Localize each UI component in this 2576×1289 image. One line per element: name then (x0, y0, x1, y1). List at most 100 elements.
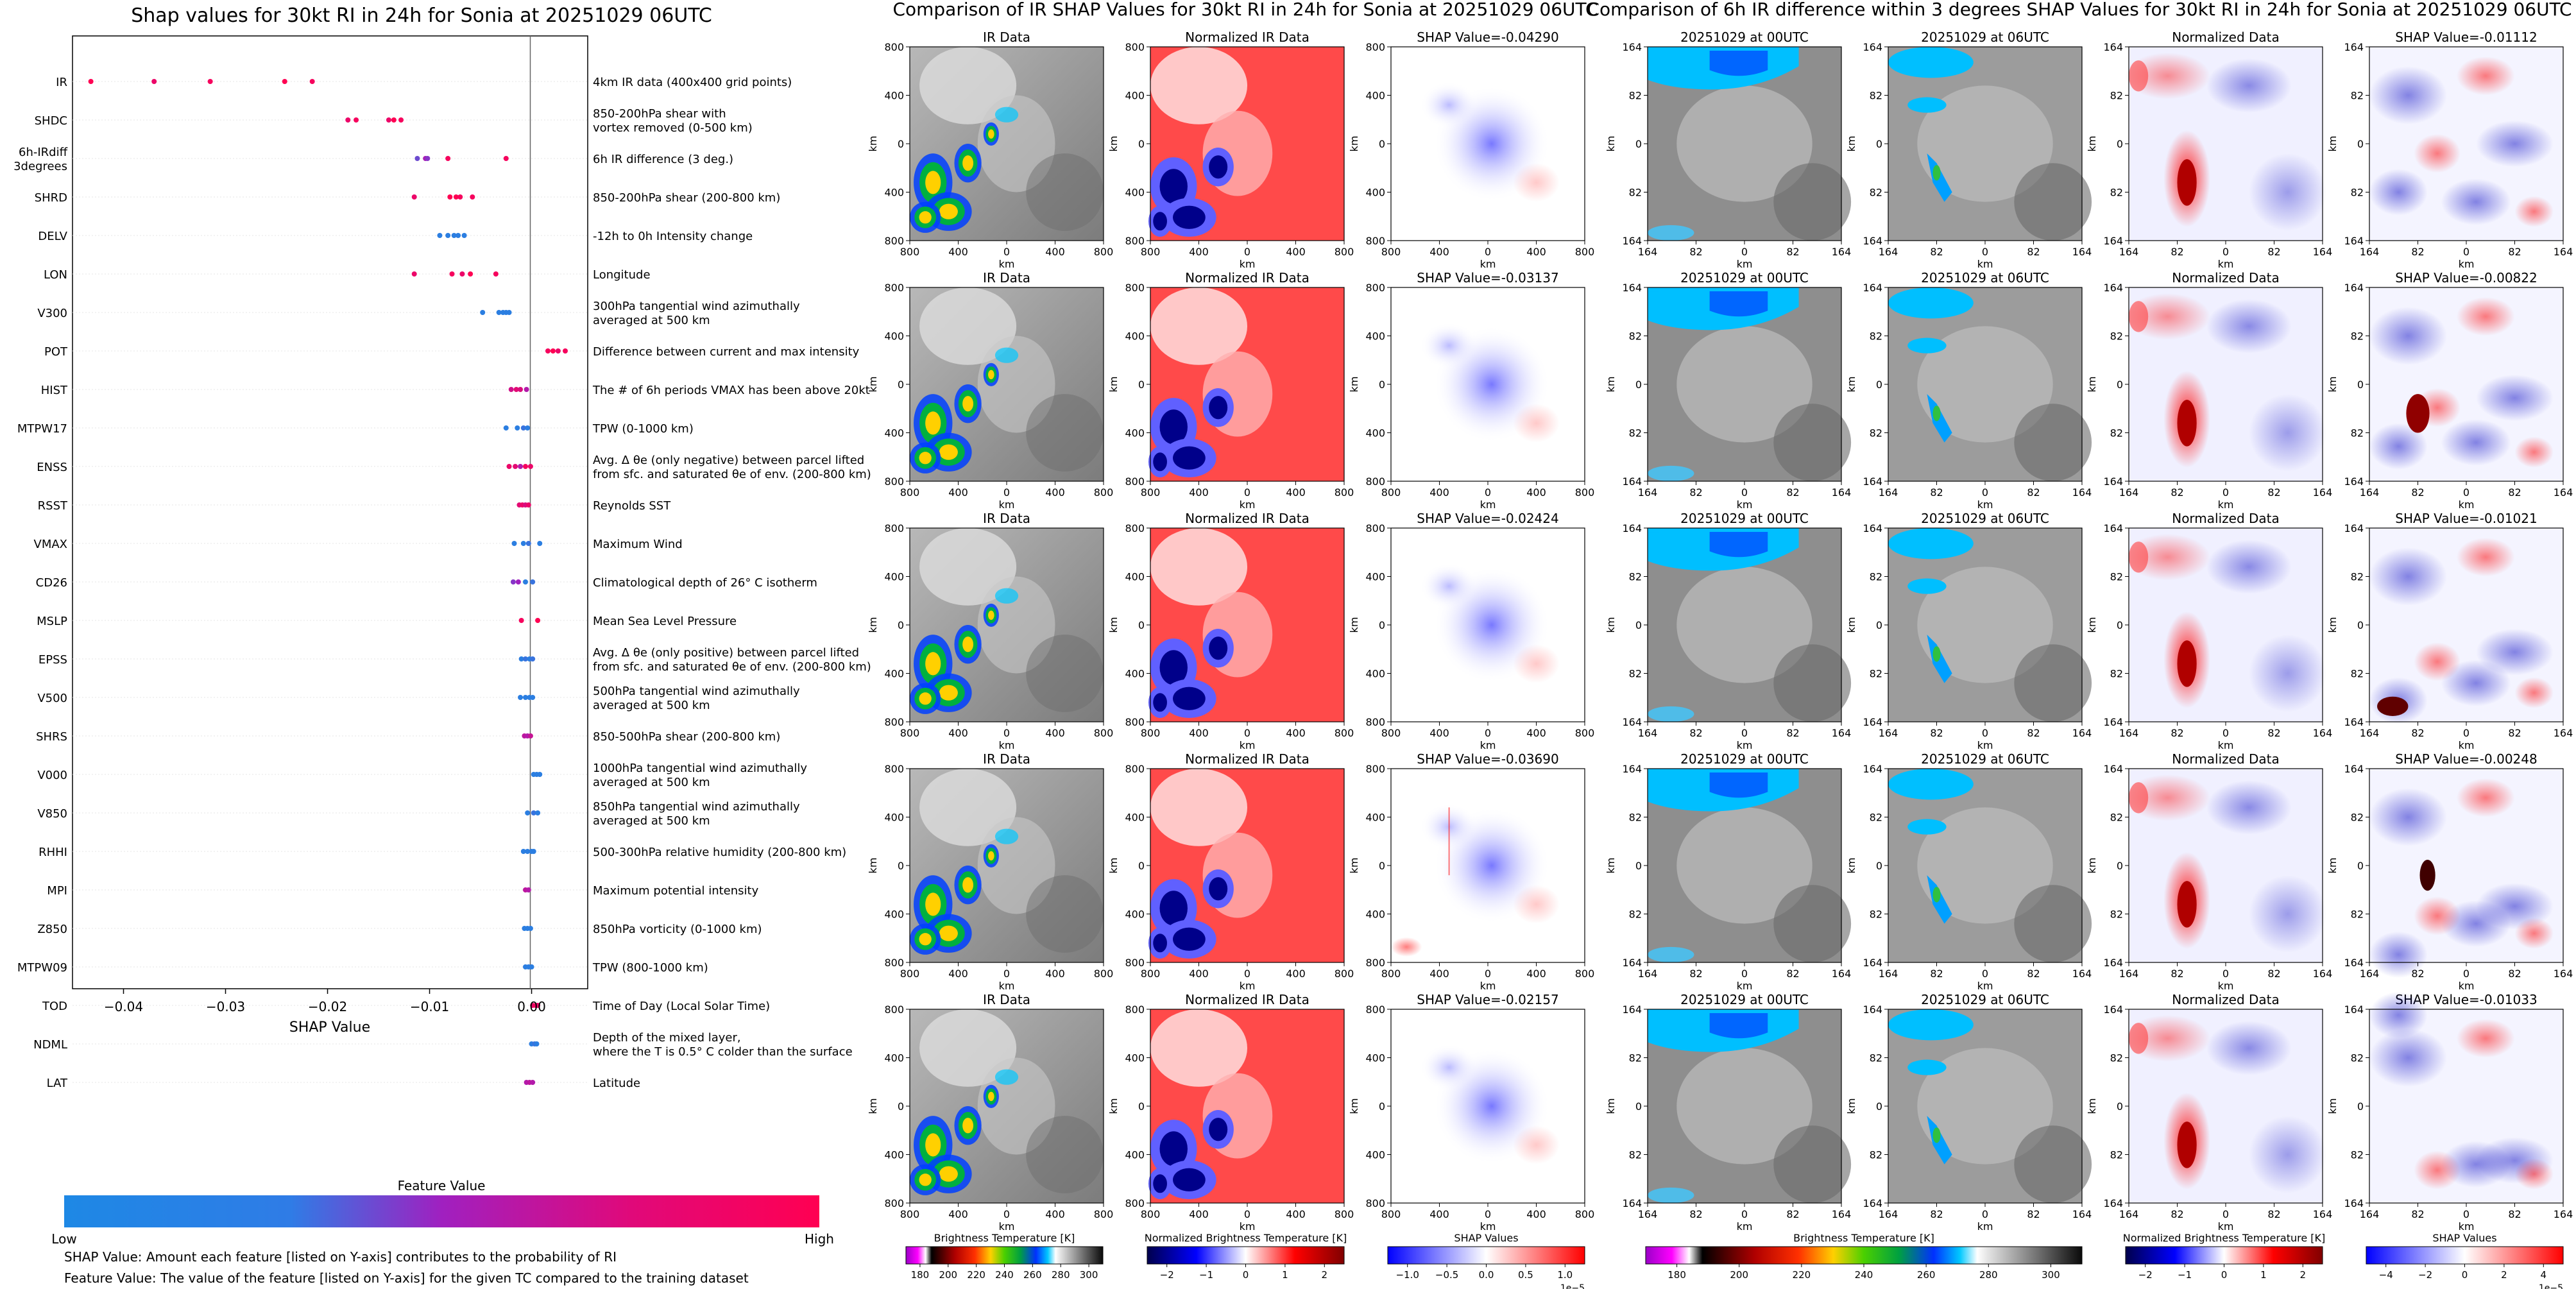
x-axis-label: km (1737, 739, 1753, 751)
shap-point (531, 849, 536, 854)
y-axis-label: km (1107, 617, 1120, 633)
norm-dark-blue (1209, 396, 1228, 420)
colorbar-tick-label: 0 (1243, 1269, 1249, 1281)
norm-warm-core (2177, 1122, 2197, 1168)
normalized-ir-title: Normalized IR Data (1185, 30, 1309, 45)
norm-warm-core (2177, 640, 2197, 687)
colorbar-label: Brightness Temperature [K] (934, 1232, 1075, 1244)
shap-negative-blob (1420, 81, 1478, 128)
feature-description-label: Maximum Wind (593, 538, 683, 551)
diff-normalized-title: Normalized Data (2172, 30, 2280, 45)
x-axis-label: km (999, 980, 1015, 992)
y-tick-label: 0 (1876, 860, 1882, 872)
x-axis-label: km (1977, 1220, 1993, 1233)
x-tick-label: 164 (2119, 1208, 2139, 1220)
x-axis-label: SHAP Value (289, 1020, 370, 1036)
x-tick-label: 400 (1526, 727, 1546, 739)
x-axis-label: km (1480, 499, 1496, 511)
y-tick-label: 164 (1622, 1197, 1642, 1209)
y-tick-label: 400 (1365, 571, 1385, 583)
colorbar-tick-label: 2 (2501, 1269, 2507, 1281)
x-tick-label: 82 (2508, 246, 2521, 258)
x-tick-label: 0 (1244, 1208, 1250, 1220)
colorbar-tick-label: 180 (1668, 1269, 1686, 1281)
y-tick-label: 164 (1863, 1003, 1882, 1016)
x-tick-label: 82 (1930, 246, 1943, 258)
y-tick-label: 164 (1622, 522, 1642, 534)
shap-point (535, 1003, 541, 1008)
diff-t0-title: 20251029 at 00UTC (1680, 30, 1809, 45)
y-tick-label: 0 (1379, 1100, 1385, 1113)
x-tick-label: −0.01 (410, 999, 449, 1014)
y-tick-label: 800 (1125, 1003, 1145, 1016)
y-tick-label: 82 (2351, 90, 2364, 102)
feature-description-label: Reynolds SST (593, 499, 671, 513)
y-tick-label: 0 (1138, 379, 1145, 391)
y-tick-label: 800 (1125, 522, 1145, 534)
norm-dark-blue (1153, 212, 1167, 231)
y-tick-label: 400 (1365, 330, 1385, 343)
shap-point (391, 117, 397, 123)
shap-point (525, 887, 531, 892)
x-tick-label: 164 (1638, 968, 1658, 980)
diff-normalized-title: Normalized Data (2172, 511, 2280, 526)
convection-cyan (994, 1069, 1019, 1085)
y-tick-label: 82 (2110, 668, 2123, 680)
x-axis-label: km (1737, 980, 1753, 992)
cold-cloud-edge (1648, 1013, 1660, 1033)
y-tick-label: 800 (884, 522, 904, 534)
y-axis-label: km (1845, 377, 1857, 393)
shap-point (508, 387, 514, 392)
x-tick-label: 400 (1526, 486, 1546, 499)
shap-point (345, 117, 351, 123)
x-tick-label: −0.03 (206, 999, 245, 1014)
y-tick-label: 800 (1365, 716, 1385, 728)
y-tick-label: 0 (1138, 138, 1145, 150)
shap-point (520, 425, 526, 431)
irdiff-image-grid: 20251029 at 00UTC 20251029 at 06UTC Normal… (1605, 30, 2573, 1233)
y-axis-label: km (1107, 1098, 1120, 1114)
x-tick-label: 164 (2072, 246, 2092, 258)
x-tick-label: −0.04 (104, 999, 143, 1014)
x-tick-label: 800 (1094, 968, 1114, 980)
shap-point (525, 502, 531, 508)
y-tick-label: 82 (2110, 909, 2123, 921)
shap-point (451, 233, 457, 238)
cloud-mid (1917, 807, 2053, 924)
y-tick-label: 800 (1125, 716, 1145, 728)
colorbar-strip (1645, 1246, 2083, 1265)
normalized-ir-title: Normalized IR Data (1185, 270, 1309, 286)
y-tick-label: 164 (1622, 475, 1642, 488)
shap-positive-blob (2514, 436, 2554, 468)
convection-cyan (994, 347, 1019, 363)
y-tick-label: 82 (1629, 812, 1642, 824)
shap-negative-blob (2369, 931, 2428, 978)
y-tick-label: 82 (1870, 909, 1882, 921)
y-tick-label: 400 (884, 427, 904, 440)
x-axis-label: km (1977, 499, 1993, 511)
cloud-mid (1917, 1048, 2053, 1165)
x-tick-label: 82 (2027, 968, 2040, 980)
colorbar-label: SHAP Values (1454, 1232, 1518, 1244)
x-tick-label: 0 (1003, 246, 1010, 258)
x-axis-label: km (1737, 1220, 1753, 1233)
cloud-mid (1676, 85, 1813, 202)
x-tick-label: 164 (1638, 486, 1658, 499)
colorbar-tick-label: 0 (2462, 1269, 2468, 1281)
y-tick-label: 164 (1622, 957, 1642, 969)
x-tick-label: 164 (2313, 1208, 2333, 1220)
y-tick-label: 800 (1365, 1003, 1385, 1016)
y-tick-label: 400 (884, 571, 904, 583)
norm-cold (2249, 875, 2327, 953)
shap-point (527, 464, 533, 469)
y-axis-label: km (1348, 858, 1360, 874)
x-tick-label: 0 (1485, 486, 1491, 499)
y-tick-label: 800 (1125, 1197, 1145, 1209)
x-tick-label: 400 (1429, 968, 1449, 980)
x-tick-label: 800 (1335, 727, 1354, 739)
shap-point (468, 271, 473, 277)
x-tick-label: 0 (2222, 486, 2229, 499)
cold-cloud-core (1709, 532, 1768, 558)
y-tick-label: 82 (2110, 1149, 2123, 1161)
x-tick-label: 0.00 (517, 999, 546, 1014)
